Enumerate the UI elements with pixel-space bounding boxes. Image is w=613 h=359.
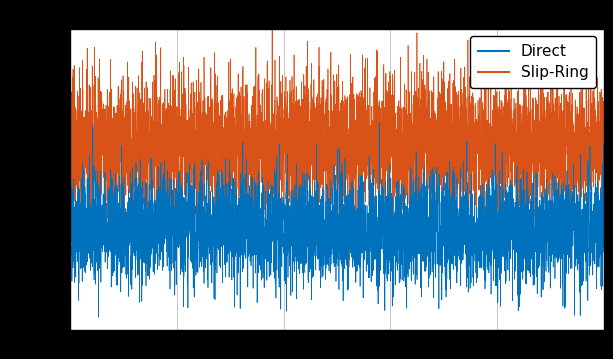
Direct <box>95 315 102 320</box>
Legend: Direct, Slip-Ring: Direct, Slip-Ring <box>470 36 596 88</box>
Slip-Ring <box>505 125 512 129</box>
Direct <box>387 279 394 283</box>
Line: Slip-Ring: Slip-Ring <box>70 28 604 275</box>
Slip-Ring <box>600 121 607 126</box>
Slip-Ring <box>268 25 276 30</box>
Direct <box>376 121 383 125</box>
Direct <box>271 167 278 171</box>
Slip-Ring <box>271 98 278 103</box>
Slip-Ring <box>465 147 472 151</box>
Direct <box>505 185 512 189</box>
Slip-Ring <box>387 74 394 78</box>
Direct <box>465 282 472 286</box>
Slip-Ring <box>576 273 583 277</box>
Direct <box>67 214 74 218</box>
Slip-Ring <box>164 87 171 92</box>
Direct <box>414 199 421 203</box>
Direct <box>600 250 607 255</box>
Slip-Ring <box>67 157 74 161</box>
Direct <box>164 168 171 173</box>
Slip-Ring <box>414 205 421 209</box>
Line: Direct: Direct <box>70 123 604 317</box>
